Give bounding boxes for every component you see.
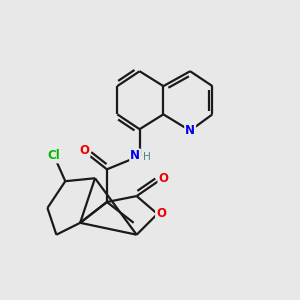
Text: O: O <box>80 143 90 157</box>
Text: O: O <box>158 172 168 185</box>
Text: H: H <box>143 152 151 162</box>
Text: O: O <box>156 207 166 220</box>
Text: Cl: Cl <box>47 149 60 162</box>
Text: N: N <box>185 124 195 137</box>
Text: N: N <box>130 149 140 162</box>
